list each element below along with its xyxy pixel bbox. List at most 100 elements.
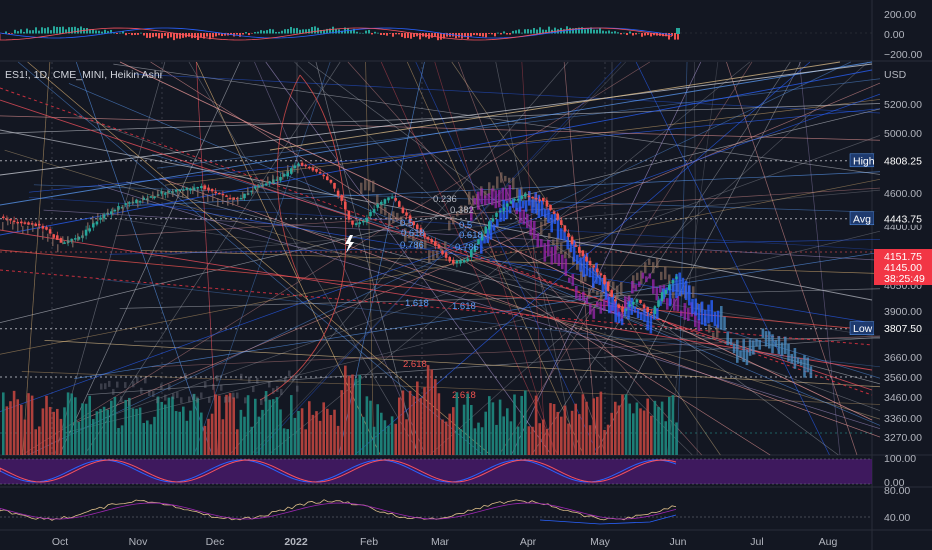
volume-bar xyxy=(185,420,189,455)
volume-bar xyxy=(131,408,135,455)
volume-bar xyxy=(545,428,549,455)
overlay-candle xyxy=(262,179,264,188)
volume-bar xyxy=(657,406,660,455)
candle-body xyxy=(498,210,502,213)
overlay-candle xyxy=(142,195,144,204)
volume-overlay xyxy=(124,382,127,389)
histogram-bar xyxy=(464,33,466,38)
volume-overlay xyxy=(260,398,263,405)
volume-bar xyxy=(437,393,441,455)
trend-line xyxy=(254,61,622,456)
trend-line xyxy=(0,93,881,413)
overlay-candle xyxy=(694,311,697,327)
candle-body xyxy=(675,276,678,279)
candle-body xyxy=(434,241,437,246)
histogram-bar xyxy=(5,31,7,34)
candle-body xyxy=(84,229,88,236)
histogram-bar xyxy=(674,33,676,40)
overlay-candle xyxy=(771,334,774,354)
trend-line xyxy=(0,229,873,371)
overlay-candle xyxy=(27,225,29,234)
candle-body xyxy=(664,289,667,294)
histogram-bar xyxy=(74,26,76,34)
trend-line xyxy=(269,61,841,151)
candle-body xyxy=(477,239,480,245)
overlay-candle xyxy=(696,302,699,310)
candle-body xyxy=(614,299,617,302)
overlay-candle xyxy=(152,191,154,200)
volume-bar xyxy=(30,395,34,455)
volume-overlay xyxy=(216,375,219,382)
candle-body xyxy=(347,210,351,220)
overlay-candle xyxy=(600,292,603,302)
candle-body xyxy=(20,221,23,224)
volume-overlay xyxy=(180,397,183,404)
volume-bar xyxy=(477,422,480,455)
trend-line xyxy=(229,61,569,456)
histogram-bar xyxy=(80,26,82,34)
overlay-candle xyxy=(643,308,646,322)
volume-bar xyxy=(174,411,178,455)
overlay-candle xyxy=(376,194,379,207)
trend-line xyxy=(677,61,688,456)
volume-bar xyxy=(56,408,59,455)
trend-line xyxy=(429,61,869,456)
fib-label: 0.5 xyxy=(459,220,472,231)
candle-body xyxy=(408,215,412,222)
overlay-candle xyxy=(67,236,69,245)
volume-bar xyxy=(218,395,221,455)
overlay-candle xyxy=(408,234,411,239)
overlay-candle xyxy=(652,279,655,294)
volume-bar xyxy=(358,374,361,455)
volume-bar xyxy=(135,408,138,455)
histogram-bar xyxy=(380,33,382,36)
candle-body xyxy=(275,179,279,181)
volume-bar xyxy=(221,419,225,455)
histogram-bar xyxy=(26,28,28,34)
overlay-candle xyxy=(716,310,720,328)
candle-body xyxy=(207,187,210,191)
candle-body xyxy=(387,197,390,201)
overlay-candle xyxy=(787,343,790,362)
histogram-bar xyxy=(575,28,577,34)
candle-body xyxy=(480,233,484,241)
candle-body xyxy=(178,189,181,192)
volume-bar xyxy=(650,415,653,455)
volume-bar xyxy=(16,399,19,455)
volume-bar xyxy=(365,396,369,455)
overlay-candle xyxy=(644,262,647,274)
trend-line xyxy=(54,61,166,456)
volume-bar xyxy=(498,399,502,455)
candle-body xyxy=(153,196,156,199)
overlay-candle xyxy=(592,283,595,293)
candle-body xyxy=(545,200,549,207)
high-label-name: High xyxy=(853,155,875,167)
overlay-candle xyxy=(544,214,547,227)
overlay-candle xyxy=(477,191,480,210)
overlay-candle xyxy=(708,324,711,333)
overlay-candle xyxy=(531,199,534,214)
histogram-bar xyxy=(326,28,328,34)
trend-line xyxy=(0,61,873,206)
overlay-candle xyxy=(764,331,768,347)
overlay-candle xyxy=(488,182,491,195)
overlay-candle xyxy=(620,318,624,326)
candle-body xyxy=(628,304,631,307)
overlay-candle xyxy=(82,230,84,239)
volume-bar xyxy=(34,429,37,455)
overlay-candle xyxy=(736,339,739,363)
overlay-candle xyxy=(505,188,508,202)
overlay-candle xyxy=(806,357,809,373)
volume-bar xyxy=(387,425,390,455)
volume-overlay xyxy=(196,396,199,403)
volume-overlay xyxy=(168,384,171,391)
volume-bar xyxy=(102,406,106,455)
overlay-candle xyxy=(603,298,606,311)
volume-bar xyxy=(675,422,678,455)
candle-body xyxy=(70,238,73,242)
overlay-candle xyxy=(585,252,589,276)
symbol-legend[interactable]: ES1!, 1D, CME_MINI, Heikin Ashi xyxy=(5,69,163,81)
histogram-bar xyxy=(311,26,313,34)
